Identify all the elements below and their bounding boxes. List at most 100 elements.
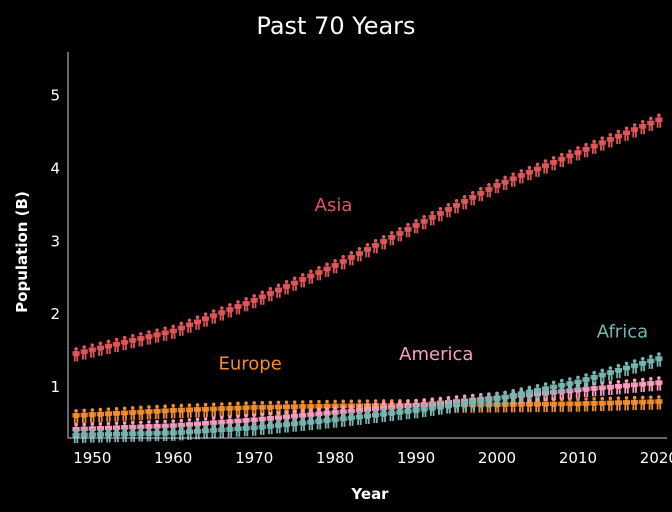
series-label-america: America [399,344,473,365]
person-icon [477,394,485,409]
person-icon [169,426,177,441]
person-icon [185,403,194,418]
person-icon [428,401,436,416]
person-icon [501,398,509,413]
person-icon [331,413,339,428]
person-icon [112,406,121,422]
x-tick-label: 2000 [478,449,516,467]
person-icon [266,287,274,302]
person-icon [363,409,372,424]
person-icon [242,421,250,437]
person-icon [145,405,153,420]
person-icon [218,306,226,321]
person-icon [274,419,283,434]
person-icon [315,399,323,415]
person-icon [250,401,258,416]
series-labels: Asia Europe America Africa [218,195,648,375]
person-icon [226,401,234,417]
person-icon [428,210,436,226]
person-icon [266,419,274,435]
person-icon [647,116,655,131]
person-icon [250,421,258,436]
person-icon [550,155,558,171]
person-icon [517,397,525,413]
person-icon [509,388,517,404]
person-icon [396,227,404,242]
person-icon [598,396,606,412]
person-icon [129,406,137,421]
person-icon [655,376,663,391]
person-icon [533,383,542,399]
x-tick-label: 1950 [73,449,111,467]
person-icon [598,368,606,383]
person-icon [177,321,185,336]
x-tick-label: 2010 [559,449,597,467]
person-icon [622,361,631,376]
person-icon [461,396,469,412]
person-icon [404,222,412,238]
person-icon [202,312,210,327]
person-icon [631,359,639,374]
person-icon [129,427,137,442]
person-icon [121,335,129,351]
x-tick-label: 1960 [154,449,192,467]
person-icon [541,382,550,397]
person-icon [234,401,242,416]
person-icon [307,269,315,284]
person-icon [477,186,485,202]
person-icon [582,382,590,398]
person-icon [96,407,104,423]
person-icon [631,123,639,138]
person-icon [202,424,210,439]
person-icon [153,404,161,420]
person-icon [234,300,242,315]
person-icon [185,425,194,440]
person-icon [590,139,598,154]
person-icon [307,415,315,431]
series-africa [72,352,663,444]
series-asia [72,113,663,362]
x-tick-label: 2020 [640,449,672,467]
person-icon [234,422,242,437]
person-icon [582,373,590,388]
person-icon [461,194,469,210]
person-icon [193,315,202,330]
person-icon [193,425,202,440]
person-icon [404,404,412,420]
person-icon [525,385,533,400]
person-icon [218,423,226,438]
person-icon [541,159,550,174]
person-icon [258,420,266,435]
x-axis-title: Year [350,485,389,503]
person-icon [509,172,517,187]
person-icon [112,427,121,443]
person-icon [550,380,558,395]
person-icon [355,247,364,262]
person-icon [574,375,582,390]
person-icon [323,262,331,277]
person-icon [541,397,550,413]
person-icon [525,165,533,181]
person-icon [566,377,574,392]
person-icon [574,383,582,398]
person-icon [88,428,96,443]
person-icon [80,408,88,423]
person-icon [137,427,145,442]
y-tick-label: 2 [50,305,60,323]
person-icon [282,418,291,433]
person-icon [469,190,477,206]
x-tick-label: 1980 [316,449,354,467]
person-icon [517,169,525,184]
person-icon [226,422,234,438]
plot-marks [72,113,663,444]
person-icon [647,395,655,410]
person-icon [533,162,542,177]
person-icon [517,387,525,402]
person-icon [210,402,218,417]
person-icon [485,182,493,198]
person-icon [258,290,266,305]
person-icon [558,397,566,412]
person-icon [210,424,218,439]
person-icon [622,396,631,411]
person-icon [574,146,582,161]
